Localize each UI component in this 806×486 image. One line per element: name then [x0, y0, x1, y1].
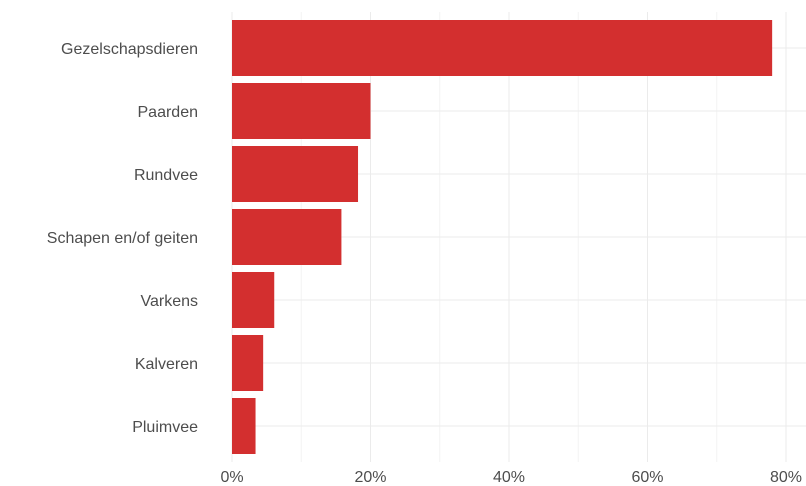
- category-label: Gezelschapsdieren: [61, 41, 198, 58]
- x-tick-label: 0%: [220, 469, 243, 486]
- x-axis-tick-labels: 0% 20% 40% 60% 80%: [220, 469, 802, 486]
- category-label: Schapen en/of geiten: [47, 230, 198, 247]
- category-label: Varkens: [140, 293, 198, 310]
- bar: [232, 335, 264, 391]
- x-tick-label: 20%: [354, 469, 386, 486]
- bars: [232, 20, 773, 454]
- bar: [232, 83, 371, 139]
- bar: [232, 20, 773, 76]
- category-label: Pluimvee: [132, 419, 198, 436]
- category-label: Rundvee: [134, 167, 198, 184]
- bar: [232, 398, 256, 454]
- category-label: Paarden: [138, 104, 199, 121]
- category-label: Kalveren: [135, 356, 198, 373]
- bar: [232, 209, 342, 265]
- bar: [232, 272, 275, 328]
- bar: [232, 146, 359, 202]
- category-labels: Gezelschapsdieren Paarden Rundvee Schapen e…: [47, 41, 198, 436]
- x-tick-label: 80%: [770, 469, 802, 486]
- x-tick-label: 60%: [631, 469, 663, 486]
- x-tick-label: 40%: [493, 469, 525, 486]
